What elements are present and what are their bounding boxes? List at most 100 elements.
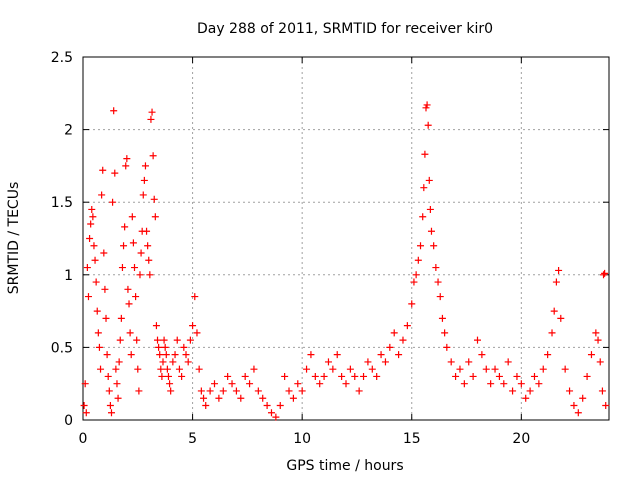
- data-point: [111, 169, 119, 177]
- data-point: [124, 285, 132, 293]
- data-point: [447, 358, 455, 366]
- data-point: [368, 365, 376, 373]
- data-point: [377, 351, 385, 359]
- data-point: [82, 409, 90, 417]
- data-point: [157, 365, 165, 373]
- data-point: [526, 387, 534, 395]
- data-point: [601, 269, 609, 277]
- data-point: [169, 358, 177, 366]
- data-point: [410, 278, 418, 286]
- data-point: [91, 256, 99, 264]
- gridlines: [83, 57, 609, 420]
- data-point: [316, 380, 324, 388]
- data-point: [148, 108, 156, 116]
- data-point: [272, 413, 280, 421]
- data-point: [596, 358, 604, 366]
- data-point: [495, 372, 503, 380]
- data-point: [197, 387, 205, 395]
- data-point: [132, 293, 140, 301]
- data-point: [134, 365, 142, 373]
- data-point: [592, 329, 600, 337]
- data-point: [152, 322, 160, 330]
- y-tick-label: 0: [64, 413, 73, 429]
- data-point: [438, 314, 446, 322]
- data-point: [228, 380, 236, 388]
- data-points: [80, 101, 610, 421]
- data-point: [333, 351, 341, 359]
- data-point: [104, 372, 112, 380]
- data-point: [126, 329, 134, 337]
- data-point: [158, 372, 166, 380]
- data-point: [478, 351, 486, 359]
- data-point: [285, 387, 293, 395]
- data-point: [97, 365, 105, 373]
- data-point: [452, 372, 460, 380]
- data-point: [434, 278, 442, 286]
- data-point: [487, 380, 495, 388]
- data-point: [90, 242, 98, 250]
- data-point: [250, 365, 258, 373]
- y-tick-label: 1: [64, 268, 73, 284]
- data-point: [237, 394, 245, 402]
- data-point: [432, 264, 440, 272]
- x-tick-label: 20: [512, 431, 530, 447]
- data-point: [390, 329, 398, 337]
- data-point: [211, 380, 218, 388]
- data-point: [412, 271, 420, 279]
- data-point: [395, 351, 403, 359]
- data-point: [120, 242, 128, 250]
- data-point: [140, 176, 148, 184]
- y-axis-label: SRMTID / TECUs: [6, 182, 22, 295]
- data-point: [403, 322, 411, 330]
- data-point: [598, 387, 606, 395]
- data-point: [84, 293, 92, 301]
- data-point: [298, 387, 306, 395]
- data-point: [125, 300, 133, 308]
- data-point: [150, 195, 158, 203]
- data-point: [259, 394, 267, 402]
- data-point: [118, 264, 126, 272]
- data-point: [399, 336, 407, 344]
- data-point: [509, 387, 517, 395]
- data-point: [193, 329, 201, 337]
- data-point: [246, 380, 254, 388]
- data-point: [517, 380, 525, 388]
- x-axis-label: GPS time / hours: [286, 458, 403, 474]
- data-point: [443, 343, 451, 351]
- y-tick-label: 2: [64, 123, 73, 139]
- data-point: [131, 264, 139, 272]
- data-point: [122, 162, 130, 170]
- data-point: [456, 365, 464, 373]
- y-tick-label: 0.5: [51, 340, 73, 356]
- data-point: [386, 343, 394, 351]
- data-point: [200, 394, 208, 402]
- data-point: [482, 365, 490, 373]
- data-point: [129, 239, 137, 247]
- data-point: [151, 213, 159, 221]
- x-tick-label: 15: [403, 431, 421, 447]
- data-point: [173, 336, 181, 344]
- data-point: [424, 121, 432, 129]
- data-point: [155, 343, 163, 351]
- data-point: [324, 358, 332, 366]
- data-point: [219, 387, 227, 395]
- data-point: [88, 205, 96, 213]
- data-point: [110, 107, 118, 115]
- data-point: [106, 401, 114, 409]
- data-point: [548, 329, 556, 337]
- data-point: [86, 235, 94, 242]
- data-point: [156, 351, 164, 359]
- data-point: [114, 394, 122, 402]
- data-point: [417, 242, 425, 250]
- data-point: [167, 387, 175, 395]
- data-point: [465, 358, 473, 366]
- data-point: [579, 394, 587, 402]
- data-point: [539, 365, 547, 373]
- data-point: [460, 380, 468, 388]
- data-point: [420, 184, 428, 192]
- data-point: [162, 351, 170, 359]
- data-point: [557, 314, 565, 322]
- data-point: [135, 387, 143, 395]
- data-point: [329, 365, 337, 373]
